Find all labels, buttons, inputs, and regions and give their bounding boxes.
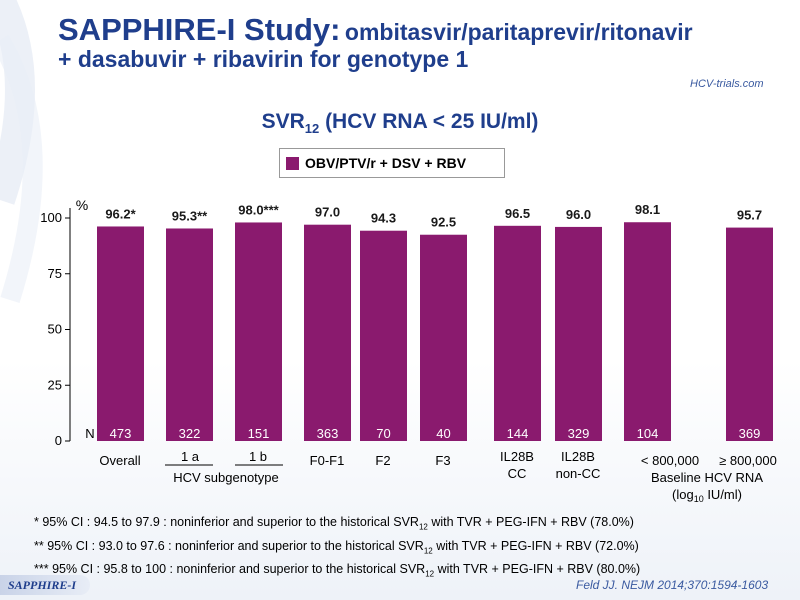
bar-value-label: 96.5 [505,206,530,221]
subtitle-rest: (HCV RNA < 25 IU/ml) [319,110,539,133]
bar-n-label: 329 [568,426,590,441]
y-tick-label: 100 [40,210,62,225]
bar-n-label: 104 [637,426,659,441]
bar [97,226,144,441]
y-tick-label: 75 [48,266,62,281]
bar-n-label: 363 [317,426,339,441]
bar-n-label: 144 [507,426,529,441]
category-label: Overall [99,453,140,468]
bar [420,234,467,441]
y-axis-label: % [76,197,88,213]
bar-value-label: 95.3** [172,208,208,223]
subtitle-main: SVR [261,110,305,133]
bar-value-label: 94.3 [371,211,396,226]
y-tick-label: 0 [55,433,62,448]
citation: Feld JJ. NEJM 2014;370:1594-1603 [576,578,769,592]
y-tick-label: 50 [48,322,62,337]
category-label: IL28B [561,449,595,464]
bar-chart: 100 75 50 25 0% N 96.2* 473 95.3** 322 98.0*** 151 9… [40,197,777,504]
category-label: CC [508,466,527,481]
footnote-3: *** 95% CI : 95.8 to 100 : noninferior a… [34,562,641,579]
y-tick-label: 25 [48,377,62,392]
bar [235,222,282,441]
category-label: non-CC [556,466,601,481]
bar-n-label: 369 [739,426,761,441]
bar-n-label: 40 [436,426,450,441]
group-label-subgenotype: HCV subgenotype [173,470,279,485]
bar [494,225,541,441]
footnote-1: * 95% CI : 94.5 to 97.9 : noninferior an… [34,515,634,532]
bar [304,224,351,441]
category-label: 1 b [249,449,267,464]
bar [726,227,773,441]
bar-value-label: 92.5 [431,215,456,230]
title-study-name: SAPPHIRE-I Study: [58,12,341,47]
category-label: F3 [435,453,450,468]
bar-value-label: 96.2* [105,206,136,221]
bar [555,226,602,441]
hcv-trials-logo: HCV-trials.com [690,78,764,90]
bar-value-label: 98.0*** [238,202,279,217]
title-regimen: ombitasvir/paritaprevir/ritonavir [344,19,693,45]
bar [624,222,671,441]
title-line2: + dasabuvir + ribavirin for genotype 1 [58,46,469,72]
bar-value-label: 98.1 [635,202,660,217]
bar [360,230,407,441]
category-label: ≥ 800,000 [719,453,777,468]
category-label: F2 [375,453,390,468]
bar-value-label: 95.7 [737,208,762,223]
group-label-baseline-units: (log10 IU/ml) [672,487,742,504]
bar-value-label: 97.0 [315,205,340,220]
category-label: IL28B [500,449,534,464]
footnote-2: ** 95% CI : 93.0 to 97.6 : noninferior a… [34,538,639,556]
bar-value-label: 96.0 [566,207,591,222]
category-label: < 800,000 [641,453,699,468]
category-label: F0-F1 [310,453,345,468]
bar-n-label: 322 [179,426,201,441]
footnotes: * 95% CI : 94.5 to 97.9 : noninferior an… [34,513,640,584]
slide-title: SAPPHIRE-I Study: ombitasvir/paritaprevi… [58,12,693,72]
legend-swatch [286,156,299,170]
bar [166,228,213,441]
subtitle-sub: 12 [304,121,320,137]
group-label-baseline: Baseline HCV RNA [651,470,763,485]
bar-n-label: 151 [248,426,270,441]
category-label: 1 a [181,449,200,464]
study-badge: SAPPHIRE-I [0,575,90,595]
chart-subtitle: SVR12 (HCV RNA < 25 IU/ml) [0,110,800,136]
chart-legend: OBV/PTV/r + DSV + RBV [279,148,505,178]
bar-n-label: 473 [110,426,132,441]
n-label: N [85,426,94,441]
bar-n-label: 70 [376,426,390,441]
legend-label: OBV/PTV/r + DSV + RBV [305,155,467,171]
